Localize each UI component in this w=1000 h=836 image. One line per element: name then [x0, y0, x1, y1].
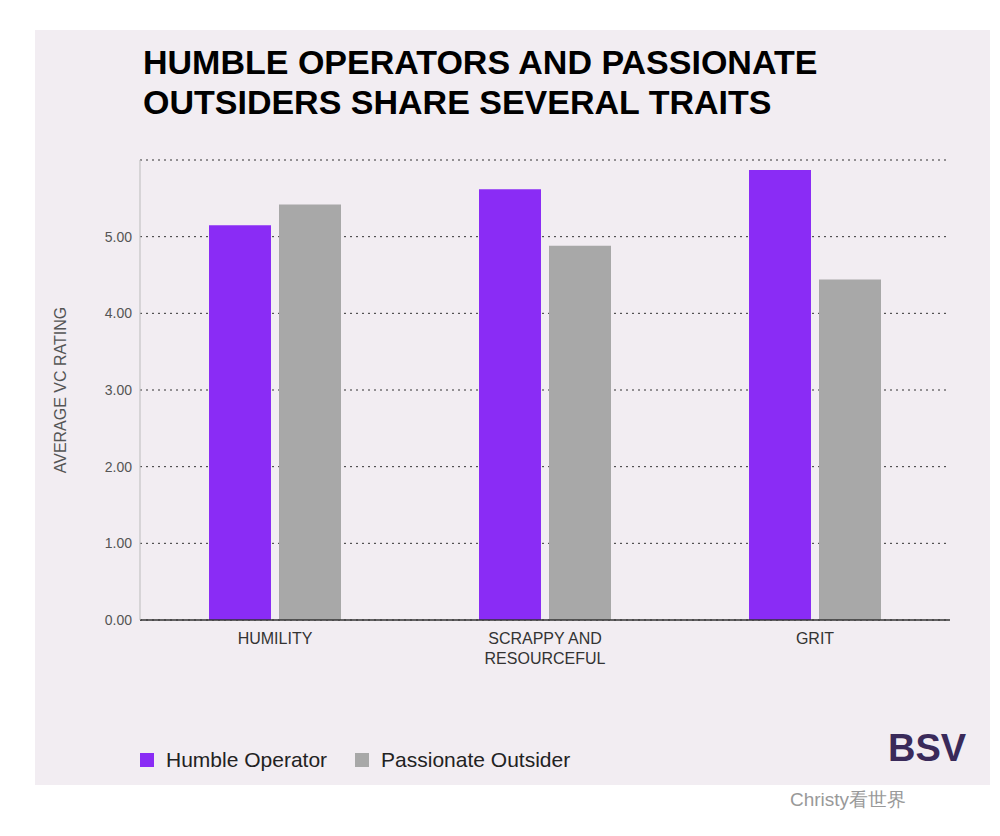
svg-text:AVERAGE VC RATING: AVERAGE VC RATING	[52, 307, 69, 474]
svg-text:RESOURCEFUL: RESOURCEFUL	[485, 650, 606, 667]
svg-text:HUMILITY: HUMILITY	[238, 630, 313, 647]
svg-text:SCRAPPY AND: SCRAPPY AND	[488, 630, 602, 647]
svg-text:4.00: 4.00	[105, 305, 132, 321]
svg-text:2.00: 2.00	[105, 459, 132, 475]
html-text:Passionate Outsider: Passionate Outsider	[381, 748, 571, 771]
svg-text:0.00: 0.00	[105, 612, 132, 628]
html-text:Humble Operator: Humble Operator	[166, 748, 328, 771]
html-text:Christy看世界: Christy看世界	[790, 789, 907, 810]
svg-text:5.00: 5.00	[105, 229, 132, 245]
svg-text:3.00: 3.00	[105, 382, 132, 398]
html-text:BSV: BSV	[888, 727, 967, 769]
html-text:HUMBLE OPERATORS AND PASSIONAT: HUMBLE OPERATORS AND PASSIONATE OUTSIDER…	[143, 43, 818, 121]
svg-text:1.00: 1.00	[105, 535, 132, 551]
svg-text:GRIT: GRIT	[796, 630, 834, 647]
